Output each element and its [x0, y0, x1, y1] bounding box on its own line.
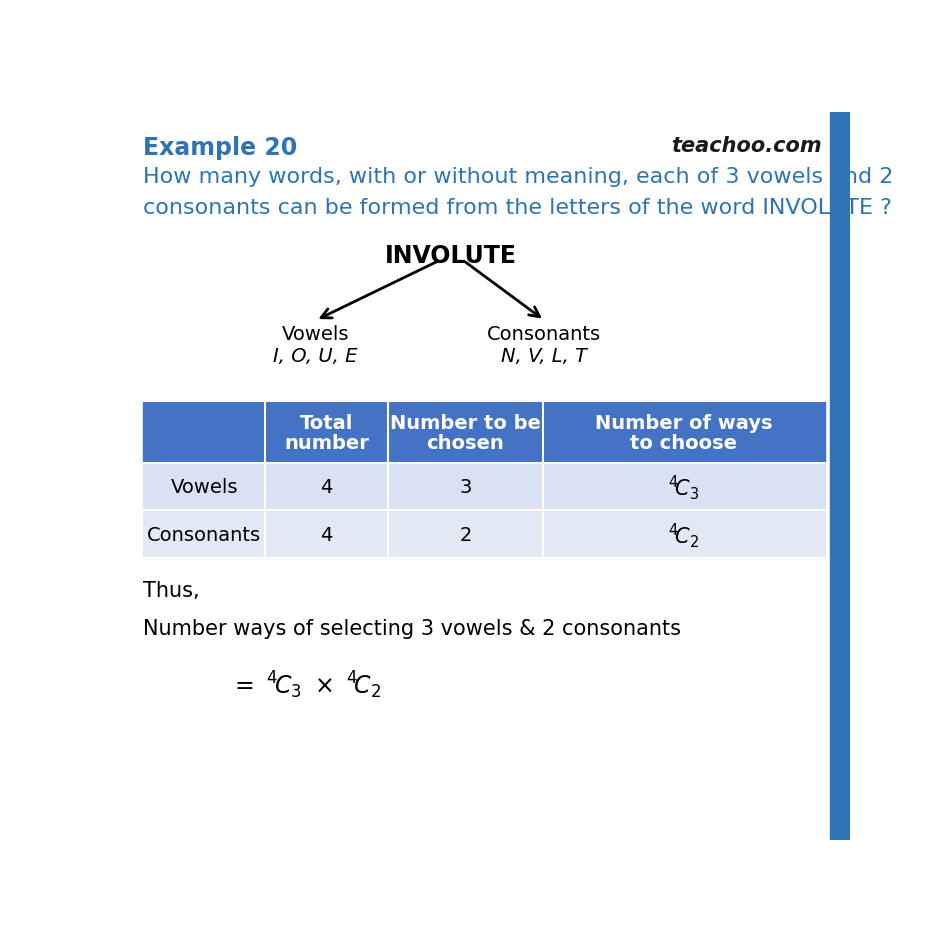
Text: number: number [284, 434, 369, 453]
Text: $^4\!C_2$: $^4\!C_2$ [667, 520, 699, 549]
Bar [829, 113, 850, 840]
Text: Vowels: Vowels [170, 478, 238, 497]
Text: Number to be: Number to be [390, 413, 540, 432]
Text: $= \ ^4\!C_3 \ \times \ ^4\!C_2$: $= \ ^4\!C_3 \ \times \ ^4\!C_2$ [230, 668, 381, 700]
Text: Number of ways: Number of ways [595, 413, 772, 432]
Bar [143, 402, 824, 464]
Text: to choose: to choose [630, 434, 736, 453]
Text: $^4\!C_3$: $^4\!C_3$ [667, 473, 699, 501]
Text: consonants can be formed from the letters of the word INVOLUTE ?: consonants can be formed from the letter… [143, 198, 891, 218]
Text: Thus,: Thus, [143, 581, 199, 600]
Text: 4: 4 [320, 525, 332, 545]
Bar [143, 464, 824, 511]
Text: 4: 4 [320, 478, 332, 497]
Bar [143, 511, 824, 559]
Text: chosen: chosen [426, 434, 504, 453]
Text: N, V, L, T: N, V, L, T [501, 346, 587, 365]
Text: Vowels: Vowels [281, 325, 349, 344]
Text: I, O, U, E: I, O, U, E [273, 346, 358, 365]
Text: Consonants: Consonants [487, 325, 600, 344]
Text: teachoo.com: teachoo.com [670, 136, 821, 157]
Text: How many words, with or without meaning, each of 3 vowels and 2: How many words, with or without meaning,… [143, 167, 892, 187]
Text: Example 20: Example 20 [143, 136, 296, 160]
Text: 3: 3 [459, 478, 471, 497]
Text: 2: 2 [459, 525, 471, 545]
Text: Consonants: Consonants [147, 525, 261, 545]
Text: Total: Total [299, 413, 353, 432]
Text: INVOLUTE: INVOLUTE [385, 244, 516, 268]
Text: Number ways of selecting 3 vowels & 2 consonants: Number ways of selecting 3 vowels & 2 co… [143, 618, 681, 638]
